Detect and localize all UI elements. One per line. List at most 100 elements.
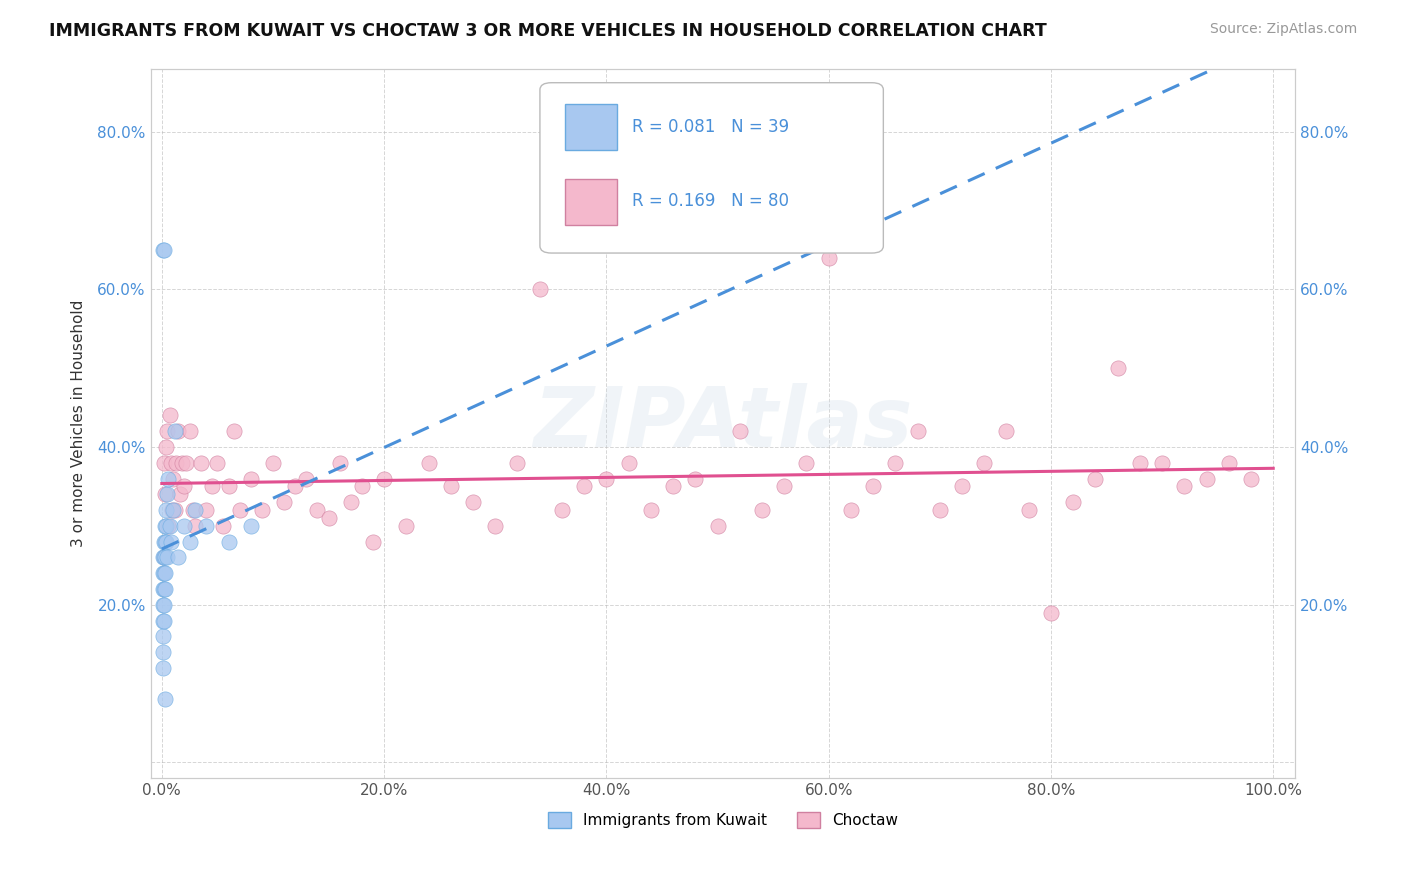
Point	[706, 519, 728, 533]
Point	[1062, 495, 1084, 509]
Point	[329, 456, 352, 470]
Point	[159, 519, 181, 533]
Point	[153, 598, 176, 612]
Point	[361, 534, 384, 549]
Point	[153, 566, 176, 581]
Point	[152, 661, 174, 675]
Point	[1152, 456, 1174, 470]
Point	[156, 424, 179, 438]
Point	[165, 456, 187, 470]
Text: R = 0.081   N = 39: R = 0.081 N = 39	[631, 118, 789, 136]
Point	[728, 424, 751, 438]
Point	[152, 629, 174, 643]
Point	[153, 534, 176, 549]
Point	[162, 472, 184, 486]
Text: IMMIGRANTS FROM KUWAIT VS CHOCTAW 3 OR MORE VEHICLES IN HOUSEHOLD CORRELATION CH: IMMIGRANTS FROM KUWAIT VS CHOCTAW 3 OR M…	[49, 22, 1047, 40]
Point	[153, 550, 176, 565]
Legend: Immigrants from Kuwait, Choctaw: Immigrants from Kuwait, Choctaw	[541, 806, 904, 834]
Point	[1218, 456, 1240, 470]
Point	[157, 519, 180, 533]
Point	[159, 456, 181, 470]
Point	[174, 456, 197, 470]
Point	[295, 472, 318, 486]
Point	[239, 519, 262, 533]
Point	[218, 479, 240, 493]
Point	[995, 424, 1018, 438]
Point	[153, 487, 176, 501]
Point	[685, 472, 707, 486]
Point	[773, 479, 796, 493]
Point	[418, 456, 440, 470]
Point	[817, 251, 839, 265]
Point	[751, 503, 773, 517]
Point	[153, 456, 176, 470]
Point	[662, 479, 685, 493]
Point	[218, 534, 240, 549]
Point	[153, 519, 176, 533]
Point	[153, 550, 176, 565]
Point	[152, 645, 174, 659]
Point	[156, 550, 179, 565]
Point	[506, 456, 529, 470]
Point	[152, 566, 174, 581]
Point	[239, 472, 262, 486]
Point	[181, 503, 204, 517]
Point	[156, 487, 179, 501]
Point	[572, 479, 595, 493]
Text: ZIPAtlas: ZIPAtlas	[533, 383, 912, 464]
Point	[165, 424, 187, 438]
Point	[307, 503, 329, 517]
Point	[1084, 472, 1107, 486]
Point	[395, 519, 418, 533]
Point	[884, 456, 907, 470]
Point	[157, 472, 180, 486]
Point	[529, 282, 551, 296]
Point	[169, 487, 191, 501]
Point	[195, 519, 218, 533]
Point	[153, 692, 176, 706]
Point	[153, 582, 176, 596]
FancyBboxPatch shape	[565, 104, 617, 150]
Point	[339, 495, 361, 509]
Point	[284, 479, 307, 493]
Point	[153, 534, 176, 549]
Point	[595, 472, 617, 486]
Point	[170, 456, 193, 470]
Point	[155, 440, 177, 454]
FancyBboxPatch shape	[540, 83, 883, 253]
Point	[201, 479, 224, 493]
Point	[155, 503, 177, 517]
Point	[228, 503, 250, 517]
Point	[152, 598, 174, 612]
Point	[1129, 456, 1152, 470]
Point	[207, 456, 229, 470]
Point	[195, 503, 218, 517]
Point	[152, 243, 174, 257]
Point	[159, 534, 181, 549]
Point	[640, 503, 662, 517]
Point	[179, 534, 201, 549]
Point	[155, 519, 177, 533]
Point	[162, 503, 184, 517]
Point	[173, 519, 195, 533]
Point	[862, 479, 884, 493]
Point	[1195, 472, 1218, 486]
Point	[173, 479, 195, 493]
Point	[153, 582, 176, 596]
Point	[165, 503, 187, 517]
Point	[551, 503, 574, 517]
Point	[928, 503, 950, 517]
Point	[167, 550, 190, 565]
Point	[1018, 503, 1040, 517]
Point	[318, 511, 340, 525]
Point	[796, 456, 818, 470]
Y-axis label: 3 or more Vehicles in Household: 3 or more Vehicles in Household	[72, 300, 86, 547]
Text: R = 0.169   N = 80: R = 0.169 N = 80	[631, 193, 789, 211]
Point	[152, 614, 174, 628]
Point	[153, 550, 176, 565]
Point	[373, 472, 395, 486]
Point	[152, 582, 174, 596]
Point	[1240, 472, 1263, 486]
Point	[212, 519, 235, 533]
Point	[1173, 479, 1195, 493]
